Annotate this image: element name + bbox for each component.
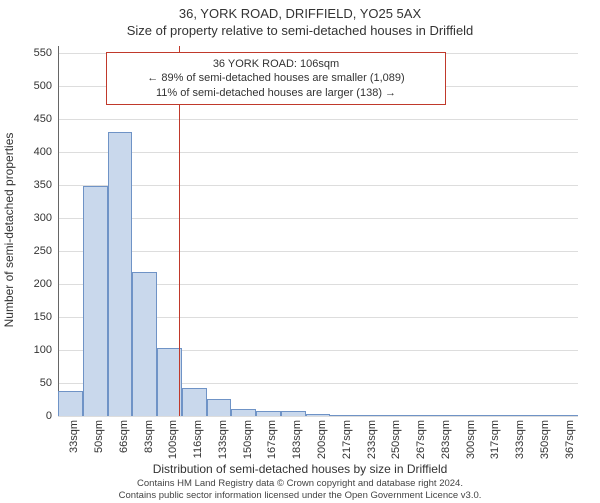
histogram-bar xyxy=(405,415,430,416)
gridline-h xyxy=(58,251,578,252)
footer-line-1: Contains HM Land Registry data © Crown c… xyxy=(0,478,600,490)
xtick-label: 116sqm xyxy=(192,420,204,458)
histogram-bar xyxy=(306,414,331,416)
info-box-line: 36 YORK ROAD: 106sqm xyxy=(115,57,437,71)
xtick-label: 350sqm xyxy=(539,420,551,459)
xtick-label: 183sqm xyxy=(291,420,303,459)
xtick-label: 367sqm xyxy=(564,420,576,459)
xtick-label: 150sqm xyxy=(242,420,254,459)
histogram-bar xyxy=(207,399,232,416)
x-axis-label: Distribution of semi-detached houses by … xyxy=(0,462,600,476)
ytick-label: 150 xyxy=(34,311,58,323)
gridline-h xyxy=(58,152,578,153)
ytick-label: 450 xyxy=(34,113,58,125)
gridline-h xyxy=(58,218,578,219)
ytick-label: 0 xyxy=(46,410,58,422)
ytick-label: 300 xyxy=(34,212,58,224)
xtick-label: 217sqm xyxy=(341,420,353,459)
xtick-label: 83sqm xyxy=(143,420,155,453)
xtick-label: 267sqm xyxy=(415,420,427,459)
xtick-label: 333sqm xyxy=(514,420,526,459)
info-box-line: 11% of semi-detached houses are larger (… xyxy=(115,86,437,100)
histogram-bar xyxy=(553,415,578,416)
histogram-bar xyxy=(380,415,405,416)
gridline-h xyxy=(58,119,578,120)
y-axis-label: Number of semi-detached properties xyxy=(2,133,16,328)
xtick-label: 33sqm xyxy=(68,420,80,453)
histogram-bar xyxy=(108,132,133,416)
xtick-label: 66sqm xyxy=(118,420,130,453)
ytick-label: 400 xyxy=(34,146,58,158)
histogram-bar xyxy=(132,272,157,416)
info-box-line: ← 89% of semi-detached houses are smalle… xyxy=(115,71,437,85)
gridline-h xyxy=(58,416,578,417)
xtick-label: 167sqm xyxy=(266,420,278,459)
ytick-label: 50 xyxy=(40,377,58,389)
xtick-label: 233sqm xyxy=(366,420,378,459)
xtick-label: 200sqm xyxy=(316,420,328,459)
histogram-bar xyxy=(504,415,529,416)
xtick-label: 100sqm xyxy=(167,420,179,459)
ytick-label: 550 xyxy=(34,47,58,59)
histogram-bar xyxy=(479,415,504,416)
info-box: 36 YORK ROAD: 106sqm← 89% of semi-detach… xyxy=(106,52,446,105)
histogram-bar xyxy=(454,415,479,416)
histogram-bar xyxy=(281,411,306,416)
ytick-label: 350 xyxy=(34,179,58,191)
histogram-bar xyxy=(256,411,281,416)
chart-container: 36, YORK ROAD, DRIFFIELD, YO25 5AX Size … xyxy=(0,0,600,500)
ytick-label: 500 xyxy=(34,80,58,92)
ytick-label: 100 xyxy=(34,344,58,356)
histogram-bar xyxy=(355,415,380,416)
histogram-bar xyxy=(429,415,454,416)
xtick-label: 250sqm xyxy=(390,420,402,459)
histogram-bar xyxy=(83,186,108,416)
plot-area: 05010015020025030035040045050055033sqm50… xyxy=(58,46,578,416)
xtick-label: 133sqm xyxy=(217,420,229,459)
xtick-label: 317sqm xyxy=(489,420,501,459)
xtick-label: 300sqm xyxy=(465,420,477,459)
ytick-label: 250 xyxy=(34,245,58,257)
xtick-label: 283sqm xyxy=(440,420,452,459)
chart-title-main: 36, YORK ROAD, DRIFFIELD, YO25 5AX xyxy=(0,0,600,21)
histogram-bar xyxy=(58,391,83,416)
ytick-label: 200 xyxy=(34,278,58,290)
histogram-bar xyxy=(528,415,553,416)
histogram-bar xyxy=(231,409,256,416)
gridline-h xyxy=(58,185,578,186)
histogram-bar xyxy=(182,388,207,416)
xtick-label: 50sqm xyxy=(93,420,105,453)
footer-line-2: Contains public sector information licen… xyxy=(0,490,600,502)
chart-title-sub: Size of property relative to semi-detach… xyxy=(0,21,600,38)
histogram-bar xyxy=(330,415,355,416)
footer-attribution: Contains HM Land Registry data © Crown c… xyxy=(0,478,600,503)
